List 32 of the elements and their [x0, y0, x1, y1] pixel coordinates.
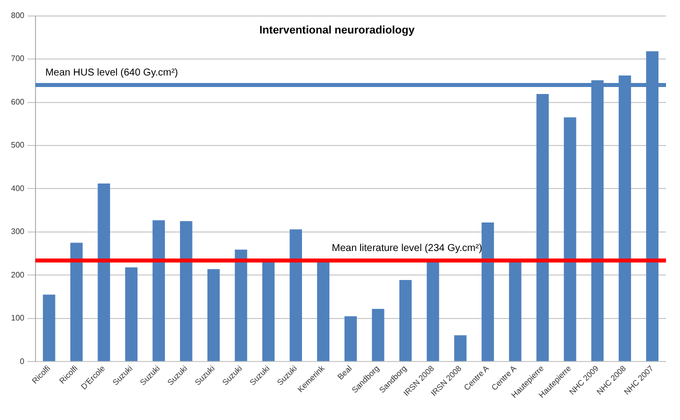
bar	[262, 262, 275, 362]
ref-line-label: Mean HUS level (640 Gy.cm²)	[45, 68, 178, 79]
bar	[180, 221, 192, 362]
bar	[234, 250, 248, 362]
ref-line-label: Mean literature level (234 Gy.cm²)	[332, 243, 482, 254]
bar	[509, 262, 522, 362]
bar	[42, 294, 56, 362]
y-tick-label: 800	[10, 11, 25, 20]
y-tick-label: 700	[10, 54, 25, 64]
text: Interventional neuroradiology	[259, 24, 416, 36]
y-tick-label: 500	[10, 140, 25, 150]
bar	[536, 94, 549, 362]
bar	[564, 117, 576, 362]
y-tick-label: 400	[10, 184, 25, 193]
bar	[482, 222, 494, 362]
bar	[152, 220, 165, 362]
bar	[70, 242, 83, 362]
bar	[344, 316, 357, 362]
bar	[399, 280, 412, 362]
bar	[207, 269, 220, 362]
bar	[454, 335, 467, 362]
bar	[290, 229, 302, 362]
bar	[98, 184, 110, 362]
y-tick-label: 200	[10, 270, 25, 280]
y-tick-label: 300	[10, 227, 25, 236]
bar	[317, 262, 330, 362]
bar	[125, 267, 138, 362]
y-tick-label: 600	[10, 97, 25, 106]
bar	[426, 262, 440, 362]
bar	[372, 308, 384, 362]
y-tick-label: 0	[20, 356, 25, 366]
y-tick-label: 100	[10, 314, 25, 323]
